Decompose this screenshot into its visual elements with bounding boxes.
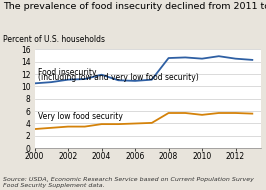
Text: Food insecurity: Food insecurity	[38, 68, 97, 77]
Text: (including low and very low food security): (including low and very low food securit…	[38, 74, 199, 82]
Text: Very low food security: Very low food security	[38, 112, 123, 121]
Text: Percent of U.S. households: Percent of U.S. households	[3, 35, 105, 44]
Text: Source: USDA, Economic Research Service based on Current Population Survey
Food : Source: USDA, Economic Research Service …	[3, 177, 253, 188]
Text: The prevalence of food insecurity declined from 2011 to 2013: The prevalence of food insecurity declin…	[3, 2, 266, 11]
